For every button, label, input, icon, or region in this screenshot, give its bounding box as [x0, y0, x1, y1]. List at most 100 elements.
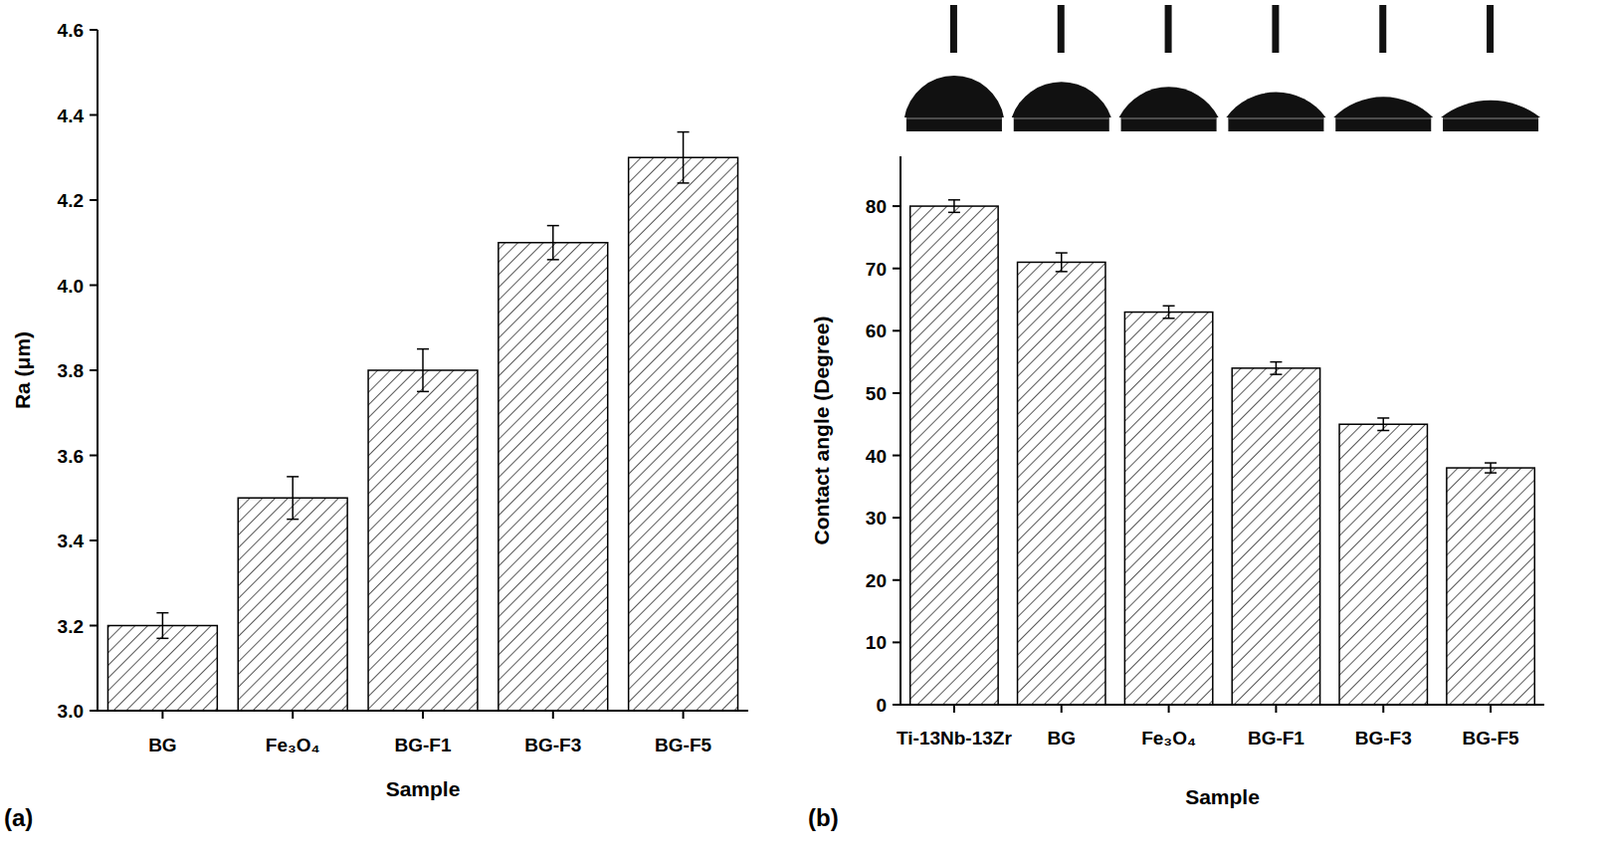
droplet [1225, 92, 1326, 118]
error-cap [1377, 429, 1390, 432]
x-tick-label: BG-F3 [524, 734, 582, 756]
droplet [1333, 96, 1433, 118]
y-tick-label: 4.6 [57, 19, 84, 41]
chart-panel: 3.03.23.43.63.84.04.24.44.6BGFe₃O₄BG-F1B… [3, 19, 749, 831]
error-bar [1377, 417, 1390, 431]
y-tick-label: 50 [865, 383, 887, 404]
needle [950, 4, 958, 53]
x-tick [161, 710, 164, 719]
substrate-edge [1335, 118, 1431, 120]
x-tick [552, 710, 555, 719]
error-bar [156, 612, 169, 639]
error-stem [1060, 252, 1063, 272]
bar [498, 242, 608, 711]
droplet [1119, 86, 1219, 118]
y-tick [89, 454, 98, 457]
error-bar [1269, 362, 1282, 376]
error-stem [1275, 362, 1278, 376]
x-tick [1274, 704, 1277, 713]
error-bar [1163, 305, 1176, 319]
x-tick-label: BG [148, 734, 178, 756]
bar [237, 497, 348, 711]
panel-label: (b) [807, 803, 839, 831]
x-axis [900, 703, 1545, 706]
error-cap [286, 475, 299, 478]
bar [910, 205, 999, 705]
error-stem [1383, 417, 1386, 431]
error-cap [416, 391, 429, 394]
x-tick [1060, 704, 1063, 713]
bar [1339, 423, 1427, 705]
y-tick [89, 369, 98, 372]
y-tick-label: 40 [865, 445, 887, 467]
error-bar [1055, 252, 1068, 272]
y-tick [89, 624, 98, 627]
error-cap [1055, 270, 1068, 273]
needle [1486, 4, 1494, 53]
x-tick [421, 710, 424, 719]
figure: 3.03.23.43.63.84.04.24.44.6BGFe₃O₄BG-F1B… [0, 0, 1600, 856]
x-tick-label: BG [1047, 727, 1077, 749]
substrate-edge [1013, 118, 1110, 120]
y-tick [892, 454, 901, 457]
needle [1165, 4, 1173, 53]
x-tick-label: Fe₃O₄ [1141, 727, 1197, 749]
bars [910, 200, 1536, 705]
y-tick [892, 579, 901, 582]
y-axis-title: Ra (μm) [10, 331, 34, 409]
y-tick-label: 4.2 [57, 190, 84, 211]
error-cap [677, 182, 690, 185]
x-tick-label: BG-F1 [1247, 727, 1305, 749]
error-cap [1055, 251, 1068, 254]
error-bar [547, 225, 560, 260]
y-tick-label: 3.2 [57, 615, 84, 637]
error-cap [1484, 461, 1497, 464]
x-tick-label: Fe₃O₄ [265, 734, 321, 756]
error-bar [948, 200, 961, 213]
x-tick [953, 704, 956, 713]
chart-panel: 01020304050607080Ti-13Nb-13ZrBGFe₃O₄BG-F… [807, 4, 1545, 831]
error-cap [1377, 416, 1390, 419]
y-tick-label: 3.0 [57, 700, 84, 722]
y-tick-label: 70 [865, 258, 887, 280]
bar [1124, 312, 1212, 705]
error-bar [677, 132, 690, 184]
y-tick-label: 30 [865, 507, 887, 529]
error-cap [416, 348, 429, 351]
y-tick [892, 204, 901, 207]
error-cap [1484, 471, 1497, 474]
y-tick-label: 4.0 [57, 275, 84, 297]
substrate [1442, 117, 1539, 132]
x-tick-label: Ti-13Nb-13Zr [896, 727, 1012, 749]
y-axis [899, 156, 902, 705]
bar [1231, 368, 1320, 705]
error-cap [156, 611, 169, 614]
error-stem [291, 476, 294, 520]
x-axis-title: Sample [1185, 785, 1260, 808]
error-stem [682, 132, 685, 184]
y-tick [89, 539, 98, 542]
y-tick [892, 329, 901, 332]
y-tick-label: 3.4 [57, 530, 85, 552]
y-tick [89, 199, 98, 201]
error-stem [1168, 305, 1171, 319]
error-cap [1269, 373, 1282, 376]
substrate-edge [1227, 118, 1324, 120]
bar [628, 157, 739, 711]
y-tick [892, 640, 901, 643]
bar [107, 625, 217, 712]
y-tick [89, 114, 98, 117]
x-tick [1168, 704, 1171, 713]
droplet [1011, 81, 1112, 118]
error-bar [286, 476, 299, 520]
error-bar [416, 349, 429, 393]
error-cap [948, 199, 961, 201]
error-cap [677, 131, 690, 134]
bars [107, 132, 738, 711]
x-tick-label: BG-F3 [1355, 727, 1412, 749]
x-tick [1382, 704, 1385, 713]
substrate [1121, 117, 1217, 132]
y-tick [892, 703, 901, 706]
y-tick [892, 267, 901, 270]
bar [1017, 261, 1106, 705]
